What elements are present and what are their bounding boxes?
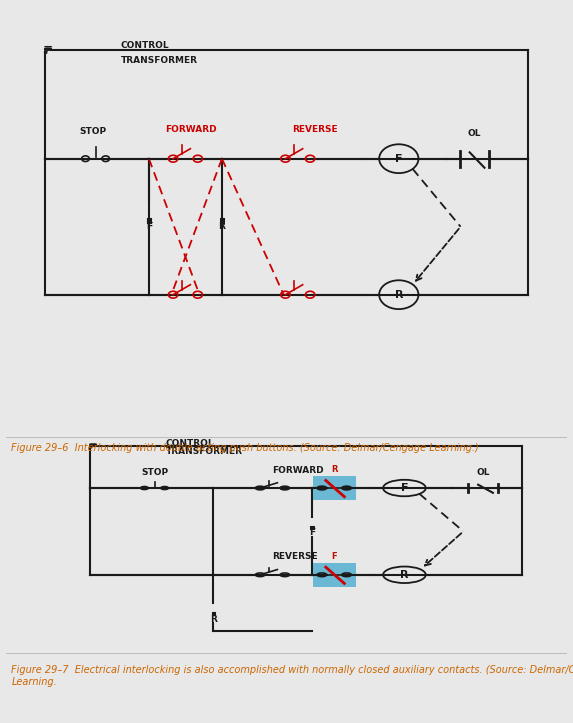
Text: STOP: STOP <box>79 127 107 136</box>
Text: STOP: STOP <box>141 468 168 477</box>
Text: REVERSE: REVERSE <box>273 552 318 560</box>
Text: TRANSFORMER: TRANSFORMER <box>166 447 243 456</box>
Text: CONTROL: CONTROL <box>121 41 170 50</box>
Text: F: F <box>331 552 337 561</box>
Text: R: R <box>218 222 225 231</box>
Text: R: R <box>400 570 409 580</box>
Text: FORWARD: FORWARD <box>272 466 324 475</box>
Text: TRANSFORMER: TRANSFORMER <box>121 56 198 65</box>
Text: REVERSE: REVERSE <box>292 125 337 134</box>
Text: OL: OL <box>476 468 490 477</box>
Bar <box>313 562 356 587</box>
Text: F: F <box>309 528 315 537</box>
Text: F: F <box>146 222 152 231</box>
Text: R: R <box>395 290 403 300</box>
Text: Figure 29–7  Electrical interlocking is also accomplished with normally closed a: Figure 29–7 Electrical interlocking is a… <box>11 665 573 687</box>
Text: Figure 29–6  Interlocking with double acting push buttons. (Source: Delmar/Cenga: Figure 29–6 Interlocking with double act… <box>11 442 479 453</box>
Text: R: R <box>210 615 217 624</box>
Text: CONTROL: CONTROL <box>166 439 214 448</box>
Bar <box>313 476 356 500</box>
Text: R: R <box>331 465 337 474</box>
Text: F: F <box>146 222 152 231</box>
Text: F: F <box>401 483 408 493</box>
Text: F: F <box>395 154 403 163</box>
Text: OL: OL <box>468 129 481 138</box>
Text: FORWARD: FORWARD <box>165 125 217 134</box>
